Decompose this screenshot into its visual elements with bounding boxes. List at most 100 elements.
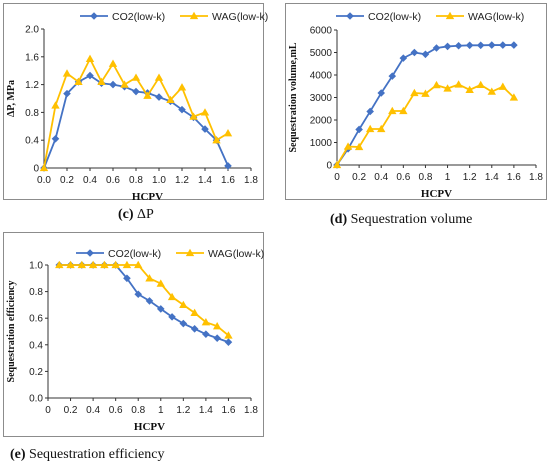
chart-e-series-wag-point	[122, 260, 132, 269]
chart-d-series-wag-point	[465, 85, 474, 93]
chart-c-series-wag-point	[189, 112, 198, 120]
chart-d-series-co2-point	[421, 50, 430, 59]
chart-d-series-co2-line	[336, 44, 514, 166]
chart-e-y-tick-label: 0.0	[29, 394, 43, 405]
chart-e-series-co2-point	[168, 313, 176, 321]
chart-c-series-wag-point	[212, 136, 221, 144]
chart-e-legend-marker	[86, 249, 94, 257]
chart-c-series-co2-point	[224, 162, 232, 170]
chart-d-x-tick-label: 1.2	[463, 172, 477, 183]
chart-c-x-tick-label: 0.0	[37, 175, 51, 186]
chart-c-x-tick-label: 0.8	[129, 175, 143, 186]
chart-c-y-tick-label: 2.0	[25, 25, 39, 36]
chart-c-series-wag-point	[51, 101, 60, 109]
chart-d-series-co2-point	[476, 41, 485, 50]
chart-d-series-co2-point	[499, 41, 507, 49]
chart-c-x-axis-title: HCPV	[132, 191, 163, 203]
chart-c-y-axis-title: ΔP, MPa	[6, 80, 17, 117]
chart-d-frame	[285, 3, 547, 200]
chart-c-x-tick-label: 1.2	[175, 175, 189, 186]
chart-d-series-wag-point	[399, 106, 408, 115]
chart-e-series-co2-line	[59, 264, 229, 343]
chart-d-x-axis-title: HCPV	[421, 188, 452, 200]
chart-c-series-wag-point	[108, 59, 118, 67]
chart-e-x-tick-label: 1.2	[176, 405, 190, 416]
chart-c-legend-marker	[189, 11, 199, 20]
chart-c-series-wag-point	[143, 91, 152, 99]
chart-c-series-wag-point	[223, 129, 233, 137]
chart-d-series-co2-point	[432, 44, 441, 52]
chart-d-x-tick-label: 1	[445, 172, 451, 183]
chart-e-series-wag-point	[100, 260, 109, 269]
chart-d-series-wag-point	[377, 124, 386, 133]
chart-c-x-tick-label: 1.0	[152, 175, 166, 186]
chart-c-y-tick-label: 0.4	[25, 136, 39, 147]
chart-c-legend-label: WAG(low-k)	[212, 11, 268, 23]
chart-d-series-co2-point	[366, 107, 374, 116]
chart-e-series-co2-point	[179, 319, 188, 328]
caption-e-tag: (e)	[10, 447, 26, 462]
chart-d-series-wag-point	[487, 87, 496, 95]
chart-e-x-axis-title: HCPV	[134, 421, 165, 433]
chart-d-series-wag-point	[476, 80, 485, 89]
chart-e-legend-label: WAG(low-k)	[208, 248, 264, 260]
chart-c-series-wag-point	[120, 80, 129, 88]
chart-c-series-co2-point	[178, 105, 186, 114]
chart-c-y-tick-label: 0	[33, 164, 39, 175]
chart-e-series-wag-point	[179, 300, 188, 309]
chart-d-series-wag-point	[509, 93, 519, 101]
chart-d-x-tick-label: 0.6	[396, 172, 410, 183]
chart-d-y-tick-label: 3000	[310, 93, 333, 104]
chart-e-series-wag-point	[145, 274, 154, 282]
caption-d-tag: (d)	[330, 212, 348, 227]
chart-c-series-wag-point	[177, 83, 187, 91]
chart-d-series-wag-point	[454, 80, 463, 88]
chart-e-y-tick-label: 0.2	[29, 367, 43, 378]
chart-d-x-tick-label: 1.6	[507, 172, 521, 183]
chart-e-series-co2-point	[156, 305, 165, 313]
chart-e-x-tick-label: 1	[158, 405, 164, 416]
chart-c-series-wag-point	[74, 77, 83, 85]
chart-e-series-wag-point	[77, 260, 87, 269]
chart-c-y-tick-label: 1.2	[25, 80, 39, 91]
caption-e: (e) Sequestration efficiency	[10, 447, 164, 463]
chart-e-x-tick-label: 0	[45, 405, 51, 416]
chart-c-x-tick-label: 1.8	[244, 175, 258, 186]
chart-c-legend-marker	[90, 12, 98, 20]
chart-e-series-co2-point	[190, 325, 199, 333]
chart-c-x-tick-label: 1.6	[221, 175, 235, 186]
chart-c-series-co2-point	[132, 87, 140, 96]
caption-e-text: Sequestration efficiency	[29, 447, 165, 462]
chart-c-series-wag-point	[62, 69, 72, 77]
chart-e-series-wag-point	[212, 321, 222, 330]
chart-e-series-wag-point	[134, 260, 143, 269]
chart-e-frame	[3, 232, 264, 437]
caption-c-text: ΔP	[137, 207, 154, 222]
chart-d-y-axis-title: Sequestration volume,mL	[288, 42, 299, 152]
chart-c-x-tick-label: 0.4	[83, 175, 97, 186]
chart-d-legend-label: WAG(low-k)	[468, 11, 524, 23]
chart-d-series-wag-point	[365, 124, 375, 133]
chart-d-series-wag-point	[443, 84, 452, 92]
chart-d-series-co2-point	[410, 48, 419, 57]
chart-c-series-co2-point	[51, 135, 60, 143]
chart-d-series-wag-point	[343, 142, 353, 150]
chart-d-y-tick-label: 4000	[310, 71, 333, 82]
chart-d-x-tick-label: 1.4	[485, 172, 499, 183]
chart-d-y-tick-label: 0	[326, 161, 332, 172]
chart-e-series-co2-point	[224, 338, 233, 346]
chart-e-y-tick-label: 1.0	[29, 261, 43, 272]
chart-d-series-co2-point	[454, 41, 463, 50]
chart-d-y-tick-label: 6000	[310, 26, 333, 37]
chart-e-legend-marker	[185, 248, 195, 257]
caption-d-text: Sequestration volume	[350, 212, 473, 227]
chart-c-series-wag-point	[39, 163, 49, 172]
chart-e-series-wag-point	[201, 317, 211, 326]
chart-c-series-wag-point	[85, 54, 95, 63]
chart-e-series-wag-point	[55, 260, 64, 269]
chart-c-y-tick-label: 0.8	[25, 108, 39, 119]
chart-d-series-co2-point	[487, 41, 496, 49]
chart-d-series-co2-point	[355, 125, 363, 134]
caption-d: (d) Sequestration volume	[330, 212, 472, 228]
